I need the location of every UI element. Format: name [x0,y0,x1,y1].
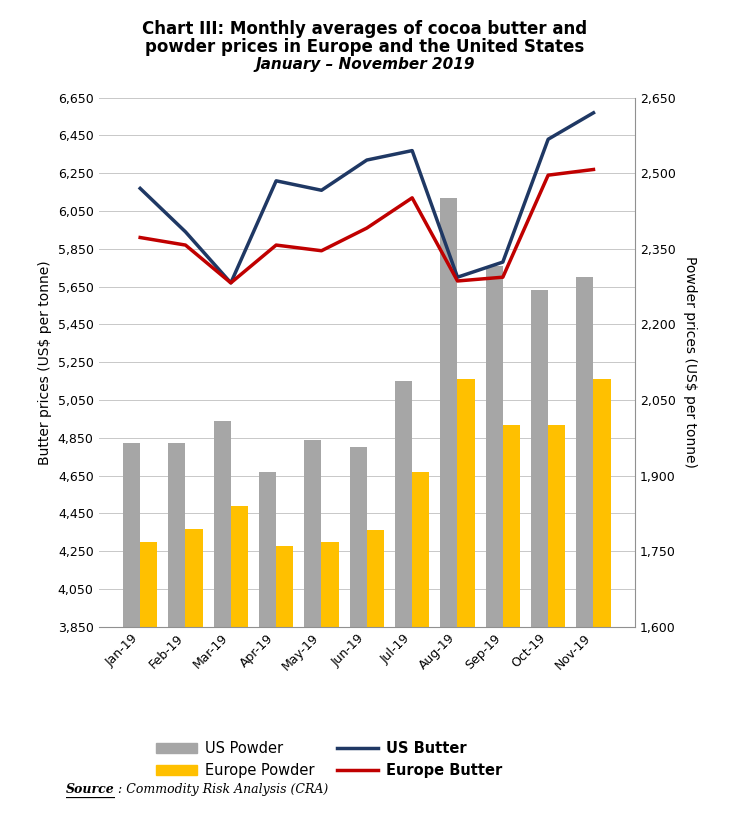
Bar [440,198,458,814]
Bar [321,542,339,814]
Bar [531,291,548,814]
Bar [140,542,158,814]
US Butter [589,108,598,118]
US Butter [226,278,235,288]
Bar [485,266,503,814]
Europe Butter [317,246,326,256]
Bar [304,440,321,814]
Europe Butter [589,164,598,174]
Bar [276,545,293,814]
Line: Europe Butter: Europe Butter [140,169,593,283]
Europe Butter [272,240,280,250]
US Butter [408,146,417,155]
Bar [458,379,474,814]
Bar [593,379,611,814]
Bar [123,444,140,814]
Text: Chart III: Monthly averages of cocoa butter and: Chart III: Monthly averages of cocoa but… [142,20,588,38]
US Butter [136,183,145,193]
Bar [503,425,520,814]
Text: powder prices in Europe and the United States: powder prices in Europe and the United S… [145,38,585,56]
US Butter [453,273,462,282]
Europe Butter [499,273,507,282]
US Butter [499,257,507,267]
Bar [169,444,185,814]
Bar [350,447,366,814]
Bar [412,472,429,814]
Bar [214,421,231,814]
US Butter [544,134,553,144]
US Butter [181,227,190,237]
US Butter [362,155,371,165]
Line: US Butter: US Butter [140,113,593,283]
Y-axis label: Butter prices (US$ per tonne): Butter prices (US$ per tonne) [38,260,52,465]
Europe Butter [408,193,417,203]
Bar [231,505,248,814]
Bar [259,472,276,814]
Europe Butter [181,240,190,250]
Europe Butter [362,223,371,233]
Europe Butter [453,276,462,286]
Europe Butter [136,233,145,243]
Bar [576,278,593,814]
Legend: US Powder, Europe Powder, US Butter, Europe Butter: US Powder, Europe Powder, US Butter, Eur… [156,741,503,778]
Text: January – November 2019: January – November 2019 [255,57,474,72]
Bar [548,425,565,814]
Y-axis label: Powder prices (US$ per tonne): Powder prices (US$ per tonne) [683,256,696,468]
US Butter [317,186,326,195]
Text: : Commodity Risk Analysis (CRA): : Commodity Risk Analysis (CRA) [118,783,329,796]
Bar [395,381,412,814]
US Butter [272,176,280,186]
Bar [366,531,384,814]
Bar [185,528,203,814]
Europe Butter [544,170,553,180]
Europe Butter [226,278,235,288]
Text: Source: Source [66,783,115,796]
